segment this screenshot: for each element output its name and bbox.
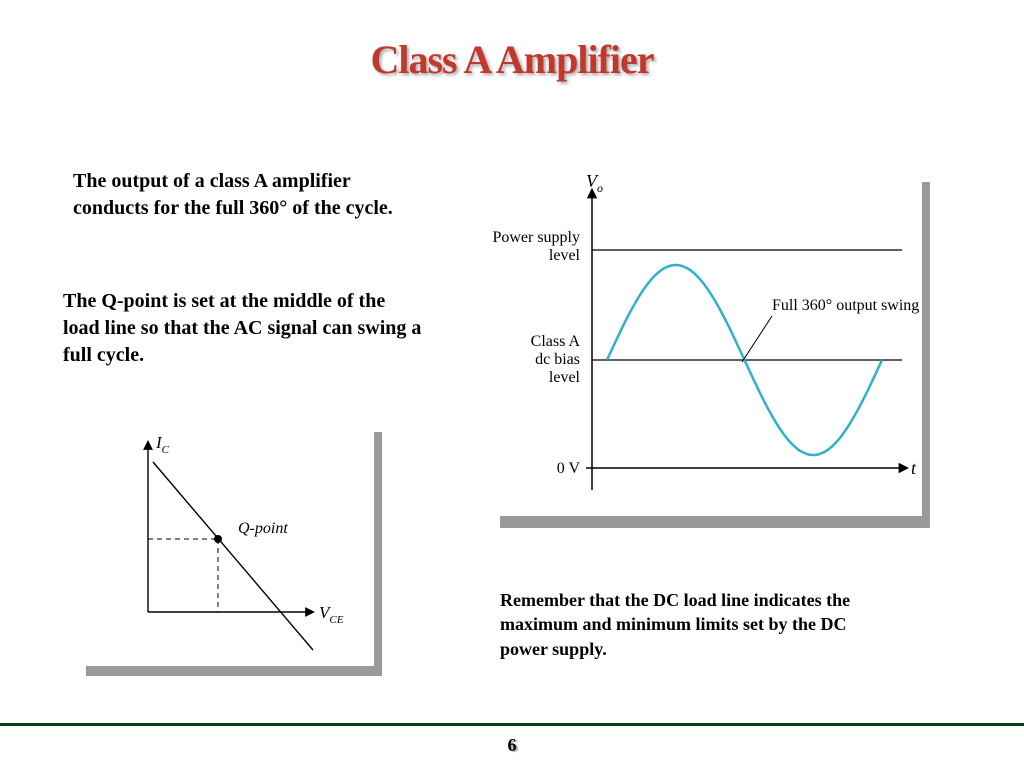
output-swing-svg: VotPower supplylevelClass Adc biaslevel0…: [492, 170, 922, 516]
loadline-svg: IC VCE Q-point: [78, 422, 374, 666]
paragraph-3: Remember that the DC load line indicates…: [500, 588, 860, 661]
svg-text:level: level: [549, 369, 581, 386]
svg-text:VCE: VCE: [319, 603, 344, 626]
svg-text:level: level: [549, 247, 581, 264]
svg-text:Class A: Class A: [531, 333, 581, 350]
paragraph-2: The Q-point is set at the middle of the …: [63, 288, 423, 369]
svg-text:0 V: 0 V: [557, 460, 581, 477]
paragraph-1: The output of a class A amplifier conduc…: [73, 168, 403, 222]
svg-text:t: t: [911, 458, 917, 478]
svg-text:dc bias: dc bias: [535, 351, 580, 368]
svg-text:Full 360° output swing: Full 360° output swing: [772, 297, 919, 314]
svg-text:Power supply: Power supply: [492, 229, 580, 246]
page-title: Class A Amplifier: [0, 36, 1024, 83]
svg-text:Q-point: Q-point: [238, 520, 288, 537]
figure-output-swing: VotPower supplylevelClass Adc biaslevel0…: [492, 170, 922, 516]
svg-text:Vo: Vo: [586, 171, 603, 195]
page-number: 6: [0, 735, 1024, 756]
svg-text:IC: IC: [155, 433, 170, 456]
footer-rule: [0, 723, 1024, 726]
figure-loadline: IC VCE Q-point: [78, 422, 374, 666]
title-text: Class A Amplifier: [370, 37, 653, 82]
